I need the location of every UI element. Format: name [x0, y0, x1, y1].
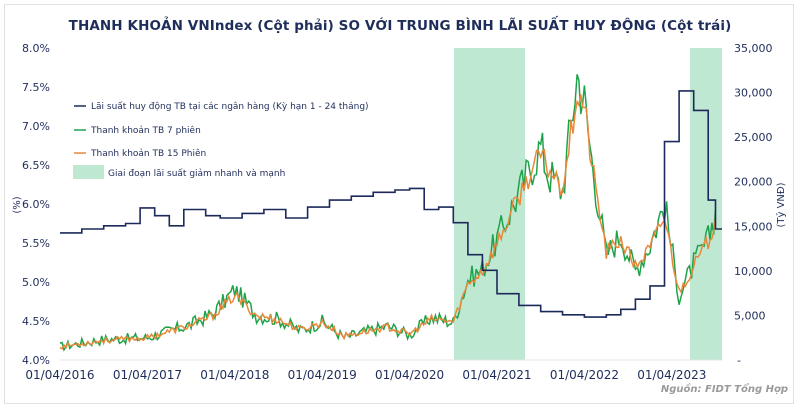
right-tick-label: 10,000 — [734, 265, 773, 278]
left-tick-label: 4.5% — [22, 315, 50, 328]
right-tick-label: 20,000 — [734, 176, 773, 189]
right-tick-label: 5,000 — [734, 309, 766, 322]
right-axis-ticks: - 5,000 10,000 15,000 20,000 25,000 30,000 35,0… — [734, 42, 773, 367]
right-tick-label: 15,000 — [734, 220, 773, 233]
x-tick-label: 01/04/2016 — [25, 368, 94, 382]
left-tick-label: 8.0% — [22, 42, 50, 55]
left-tick-label: 4.0% — [22, 354, 50, 367]
right-tick-label: 30,000 — [734, 87, 773, 100]
left-tick-label: 5.5% — [22, 237, 50, 250]
legend-swatch-shade — [73, 165, 104, 179]
x-tick-label: 01/04/2017 — [113, 368, 182, 382]
right-tick-label: - — [737, 354, 741, 367]
legend-label-shade: Giai đoạn lãi suất giảm nhanh và mạnh — [108, 168, 285, 179]
x-axis-ticks: 01/04/2016 01/04/2017 01/04/2018 01/04/2019… — [25, 368, 706, 382]
left-tick-label: 7.0% — [22, 120, 50, 133]
left-tick-label: 5.0% — [22, 276, 50, 289]
left-tick-label: 6.5% — [22, 159, 50, 172]
right-tick-label: 35,000 — [734, 42, 773, 55]
x-tick-label: 01/04/2022 — [550, 368, 619, 382]
legend-label-rate: Lãi suất huy động TB tại các ngân hàng (… — [91, 101, 369, 112]
deposit-rate-line — [60, 90, 722, 318]
shaded-period-2023 — [690, 48, 722, 360]
shaded-period-2020-2021 — [454, 48, 525, 360]
left-axis-label: (%) — [12, 196, 23, 213]
source-note: Nguồn: FIDT Tổng Hợp — [660, 384, 788, 395]
x-tick-label: 01/04/2021 — [462, 368, 531, 382]
x-tick-label: 01/04/2019 — [288, 368, 357, 382]
x-tick-label: 01/04/2023 — [637, 368, 706, 382]
left-axis-ticks: 4.0% 4.5% 5.0% 5.5% 6.0% 6.5% 7.0% 7.5% 8.0% — [22, 42, 50, 367]
legend-label-liq7: Thanh khoản TB 7 phiên — [90, 125, 201, 136]
right-tick-label: 25,000 — [734, 131, 773, 144]
legend: Lãi suất huy động TB tại các ngân hàng (… — [73, 101, 369, 179]
right-axis-label: (Tỷ VNĐ) — [775, 182, 787, 227]
left-tick-label: 6.0% — [22, 198, 50, 211]
left-tick-label: 7.5% — [22, 81, 50, 94]
legend-label-liq15: Thanh khoản TB 15 Phiên — [90, 148, 206, 159]
chart-frame — [4, 4, 794, 404]
liquidity-7-session-line — [59, 74, 717, 352]
chart-title: THANH KHOẢN VNIndex (Cột phải) SO VỚI TR… — [68, 18, 732, 34]
shaded-periods — [454, 48, 722, 360]
liquidity-15-session-line — [59, 94, 717, 350]
x-tick-label: 01/04/2020 — [375, 368, 444, 382]
x-tick-label: 01/04/2018 — [200, 368, 269, 382]
